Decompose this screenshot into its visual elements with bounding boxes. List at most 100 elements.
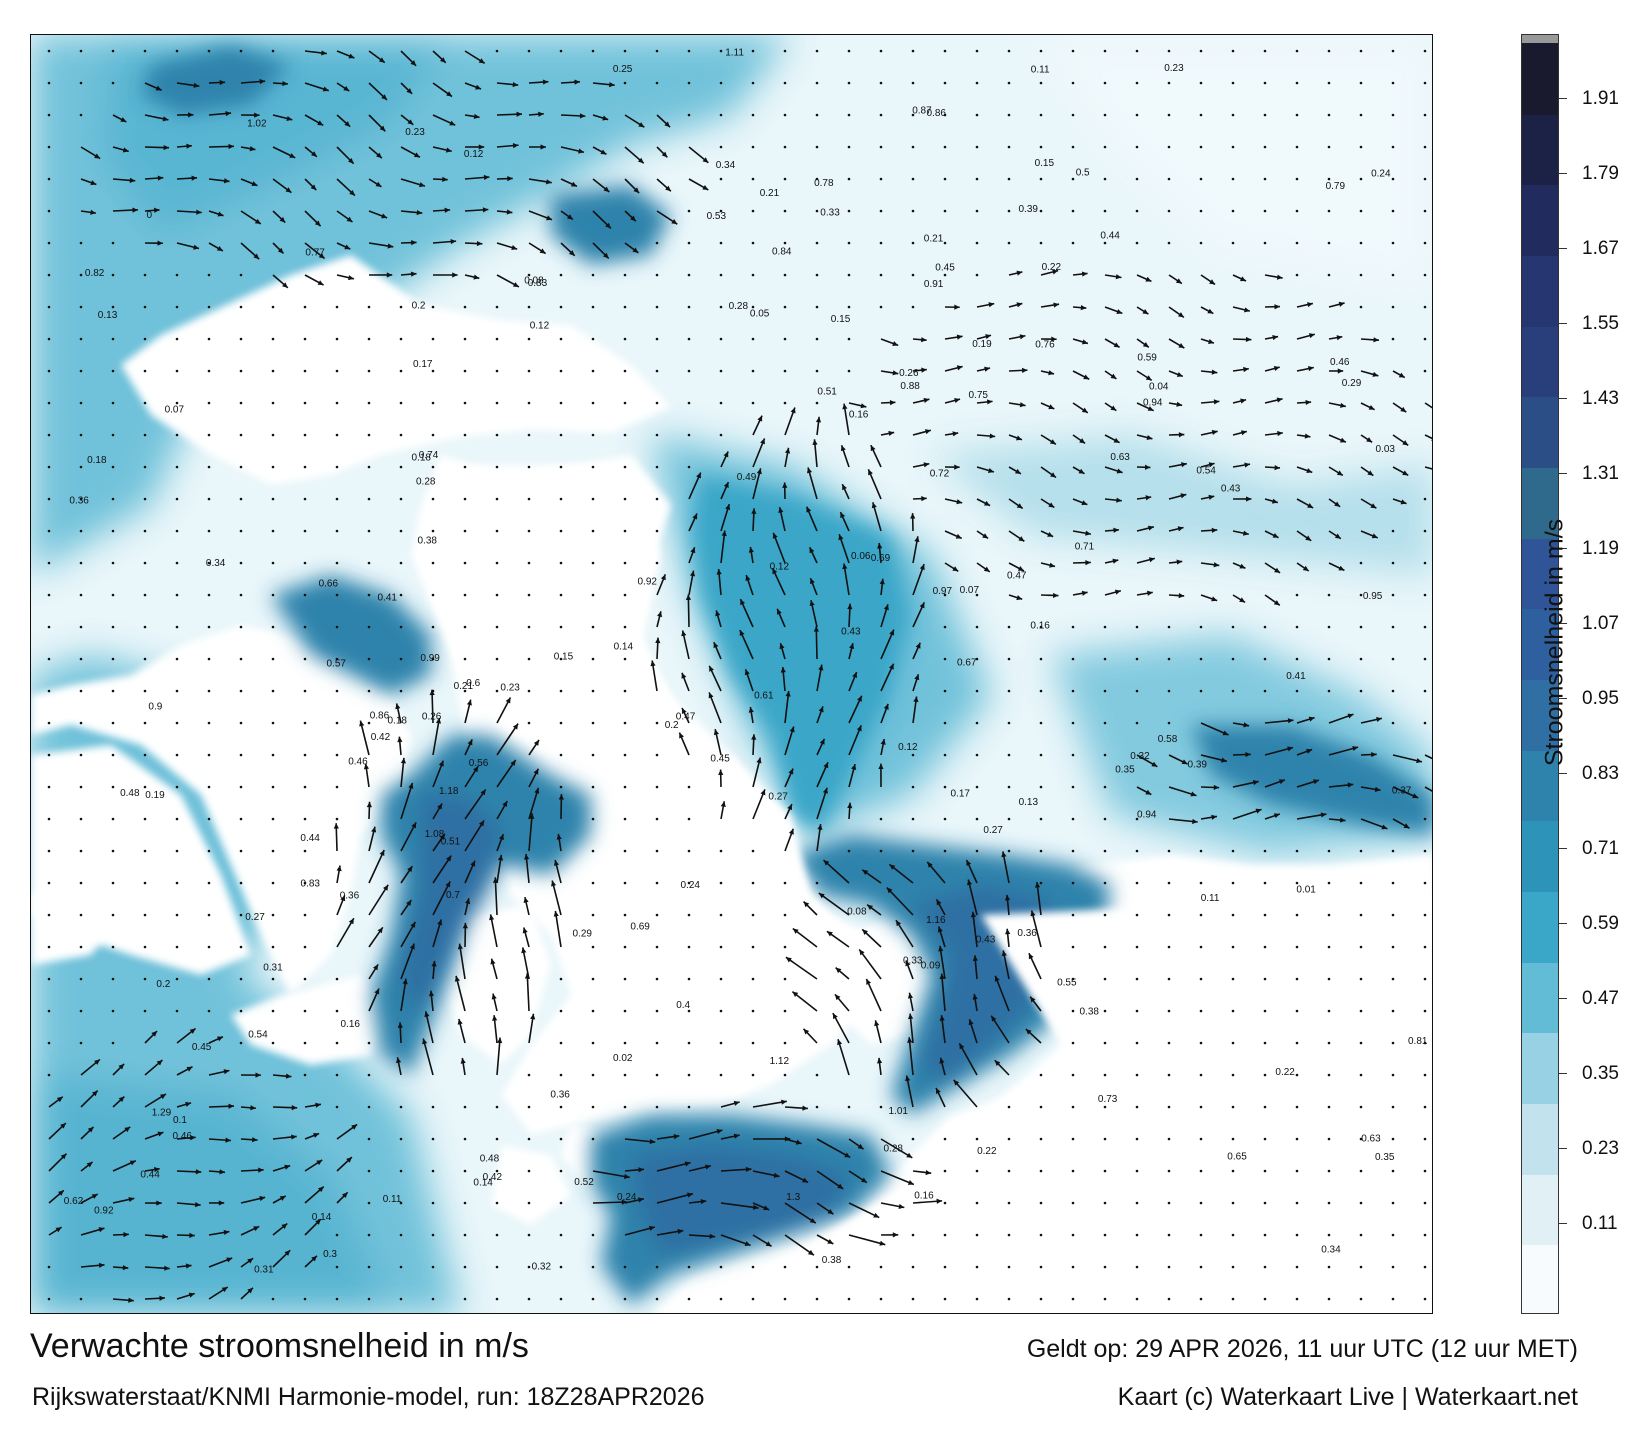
calm-dot [1167,1137,1171,1141]
calm-dot [655,945,659,949]
map-canvas: 0.250.120.20.110.180.190.240.180.140.030… [31,35,1432,1313]
calm-dot [1071,1201,1075,1205]
current-arrowhead [1245,751,1251,758]
current-arrowhead [1403,823,1410,829]
current-arrowhead [806,506,812,513]
calm-dot [1167,1297,1171,1301]
current-arrowhead [253,253,260,260]
calm-dot [1359,1201,1363,1205]
calm-dot [559,529,563,533]
calm-dot [367,529,371,533]
calm-dot [47,465,51,469]
current-arrowhead [905,1075,911,1082]
calm-dot [1327,977,1331,981]
calm-dot [943,273,947,277]
current-arrowhead [803,901,810,908]
current-arrowhead [725,504,731,511]
current-arrowhead [862,929,868,935]
current-arrow [400,782,414,820]
calm-dot [719,273,723,277]
calm-dot [1423,497,1427,501]
calm-dot [1327,945,1331,949]
calm-dot [751,177,755,181]
current-arrowhead [809,600,815,607]
calm-dot [1135,81,1139,85]
calm-dot [1359,1105,1363,1109]
current-arrow [967,879,978,916]
speed-value-label: 1.29 [152,1108,172,1119]
calm-dot [1039,849,1043,853]
calm-dot [719,1265,723,1269]
speed-value-label: 0.86 [370,711,390,722]
calm-dot [719,849,723,853]
calm-dot [591,337,595,341]
current-arrowhead [740,599,746,606]
calm-dot [367,1201,371,1205]
speed-value-label: 0.17 [951,789,971,800]
current-arrowhead [497,854,504,861]
calm-dot [1423,1265,1427,1269]
current-arrowhead [259,78,266,85]
colorbar-cell [1522,1244,1558,1313]
speed-value-label: 0.12 [464,149,484,160]
current-arrow [886,886,914,916]
current-arrowhead [1334,501,1341,507]
current-arrowhead [892,341,899,346]
current-arrowhead [553,910,559,917]
current-speed-map[interactable]: 0.25 0.12 0.2 0.11 0.18 0.19 0.24 0.18 0.14 0.03 0… [30,34,1433,1314]
speed-value-label: 0.3 [323,1249,337,1260]
current-arrowhead [679,732,684,739]
calm-dot [1103,1105,1107,1109]
calm-dot [1007,817,1011,821]
speed-value-label: 0.47 [1007,570,1027,581]
speed-value-label: 0.24 [1371,169,1391,180]
current-arrowhead [408,782,414,789]
speed-value-label: 0.43 [841,626,861,637]
calm-dot [1071,881,1075,885]
calm-dot [623,593,627,597]
current-arrowhead [1243,722,1250,728]
speed-value-label: 1.11 [725,47,744,58]
calm-dot [1199,689,1203,693]
current-arrowhead [1370,503,1377,509]
calm-dot [879,1105,883,1109]
current-arrowhead [856,725,862,732]
current-arrowhead [756,468,762,475]
calm-dot [911,1265,915,1269]
current-arrowhead [709,1233,716,1239]
current-arrowhead [763,1205,770,1211]
speed-value-label: 0.74 [419,450,439,461]
calm-dot [783,305,787,309]
current-arrowhead [983,566,990,572]
calm-dot [687,1041,691,1045]
current-arrowhead [313,1133,320,1138]
calm-dot [399,433,403,437]
calm-dot [591,1233,595,1237]
current-arrowhead [1176,372,1183,377]
calm-dot [527,689,531,693]
current-arrowhead [317,1186,324,1193]
calm-dot [1071,913,1075,917]
current-arrowhead [512,723,519,730]
current-arrowhead [195,1201,201,1208]
current-arrowhead [807,1249,814,1256]
calm-dot [687,1009,691,1013]
current-arrowhead [558,794,564,800]
current-arrowhead [748,546,754,553]
calm-dot [719,881,723,885]
current-arrowhead [684,1161,691,1167]
current-arrowhead [1052,269,1059,275]
calm-dot [655,817,659,821]
calm-dot [1391,145,1395,149]
calm-dot [303,1297,307,1301]
current-arrow [1030,910,1042,948]
current-arrowhead [936,899,942,906]
calm-dot [47,529,51,533]
calm-dot [495,433,499,437]
current-arrowhead [253,1226,260,1232]
calm-dot [975,1233,979,1237]
current-arrowhead [1004,894,1011,901]
calm-dot [1359,1009,1363,1013]
current-arrowhead [1016,270,1023,276]
current-arrowhead [1211,369,1218,375]
